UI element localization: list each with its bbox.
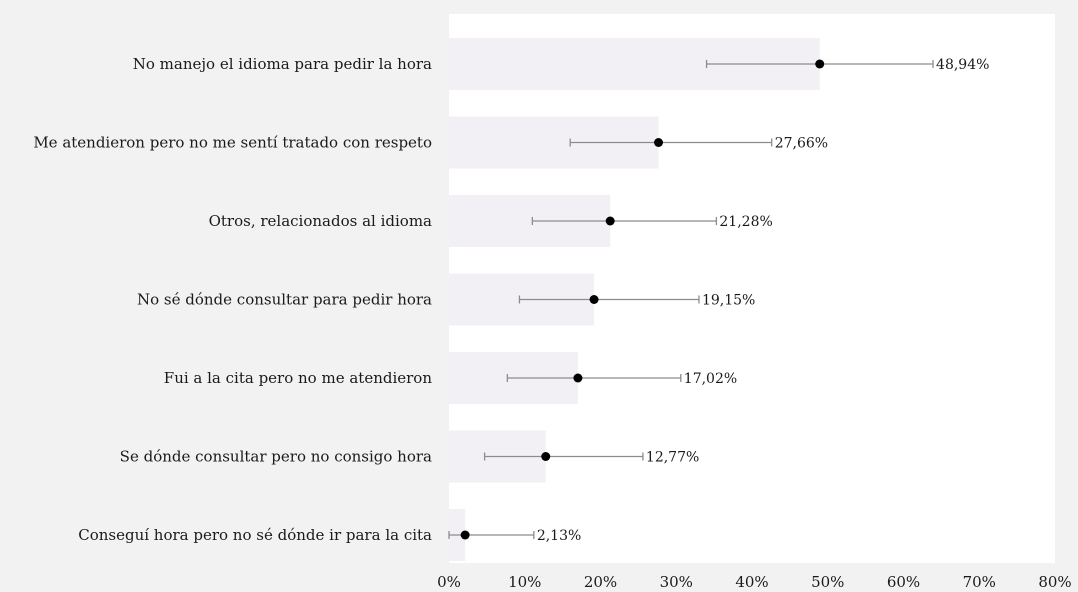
marker	[815, 59, 825, 69]
error-bar	[483, 452, 644, 461]
x-tick-label: 80%	[1038, 573, 1071, 591]
x-tick-label: 0%	[437, 573, 461, 591]
error-bar	[518, 295, 700, 304]
x-tick-label: 10%	[508, 573, 541, 591]
marker	[541, 452, 551, 461]
category-label: Me atendieron pero no me sentí tratado c…	[33, 134, 432, 152]
value-label: 48,94%	[936, 57, 989, 73]
value-label: 12,77%	[646, 450, 699, 466]
x-tick-label: 60%	[887, 573, 920, 591]
category-label: Fui a la cita pero no me atendieron	[164, 369, 433, 387]
marker	[573, 373, 583, 383]
value-label: 17,02%	[684, 371, 737, 387]
value-label: 19,15%	[702, 293, 755, 309]
error-bar	[506, 374, 682, 382]
value-label: 21,28%	[719, 214, 772, 230]
error-bar	[569, 138, 773, 147]
value-label: 2,13%	[537, 528, 581, 544]
x-tick-label: 70%	[963, 573, 996, 591]
x-tick-label: 30%	[660, 573, 693, 591]
markers	[460, 59, 825, 540]
value-labels: 48,94% 27,66% 21,28% 19,15% 17,02% 12,77% 2,13…	[537, 57, 990, 544]
category-label: Se dónde consultar pero no consigo hora	[120, 448, 432, 466]
marker	[460, 530, 470, 540]
marker	[654, 138, 664, 147]
marker	[589, 295, 599, 304]
category-label: No sé dónde consultar para pedir hora	[137, 291, 432, 309]
x-tick-label: 20%	[584, 573, 617, 591]
marker	[605, 216, 615, 226]
x-axis: 0% 10% 20% 30% 40% 50% 60% 70% 80%	[437, 573, 1072, 591]
category-label: No manejo el idioma para pedir la hora	[133, 55, 432, 73]
value-label: 27,66%	[775, 136, 828, 152]
x-tick-label: 40%	[735, 573, 768, 591]
category-label: Otros, relacionados al idioma	[209, 212, 432, 230]
error-bar	[531, 217, 718, 225]
category-labels: No manejo el idioma para pedir la hora Me…	[33, 55, 432, 544]
category-label: Conseguí hora pero no sé dónde ir para l…	[78, 526, 432, 544]
x-tick-label: 50%	[811, 573, 844, 591]
